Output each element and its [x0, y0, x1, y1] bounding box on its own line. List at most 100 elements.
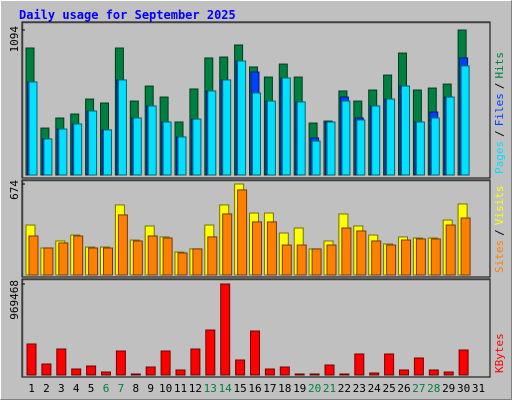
bar [115, 350, 126, 376]
bar [311, 248, 322, 276]
bar [339, 373, 350, 376]
x-tick-label: 12 [189, 382, 202, 395]
x-tick-label: 16 [248, 382, 261, 395]
x-tick-label: 18 [278, 382, 291, 395]
x-tick-label: 31 [472, 382, 485, 395]
bar [401, 85, 410, 176]
y-tick-label: 674 [8, 180, 21, 200]
bar [28, 81, 38, 176]
bar [443, 371, 454, 376]
bar [356, 119, 366, 176]
x-tick-label: 7 [118, 382, 125, 395]
bar [207, 90, 217, 176]
bar [326, 244, 337, 276]
bar [205, 329, 216, 376]
bar [101, 371, 111, 376]
bar [237, 60, 247, 176]
bar [311, 140, 321, 176]
panel-bevel [22, 180, 489, 276]
bar [252, 92, 261, 176]
bar [175, 369, 186, 376]
bar [386, 98, 396, 176]
x-tick-label: 10 [159, 382, 172, 395]
legend-entry: Sites [493, 240, 506, 273]
bar [41, 363, 52, 376]
bar [192, 248, 203, 276]
bar [160, 350, 171, 376]
x-tick-label: 26 [397, 382, 410, 395]
bar [428, 369, 439, 376]
x-tick-label: 9 [147, 382, 154, 395]
bar [222, 213, 233, 276]
bar [445, 96, 455, 176]
chart-title: Daily usage for September 2025 [19, 8, 236, 22]
panel-bevel [22, 279, 489, 376]
bar [341, 227, 352, 276]
x-tick-label: 29 [442, 382, 455, 395]
bar [235, 359, 246, 376]
bar [458, 349, 469, 376]
bar [192, 118, 202, 176]
bar [147, 235, 158, 276]
bar [177, 136, 187, 176]
bar [279, 366, 290, 376]
bar [371, 105, 381, 176]
legend-entry: Pages [493, 141, 506, 174]
bar [207, 236, 218, 276]
x-tick-label: 23 [353, 382, 366, 395]
bar [399, 369, 409, 376]
x-tick-label: 11 [174, 382, 187, 395]
bar [371, 240, 382, 276]
bar [145, 366, 156, 376]
y-tick-label: 969468 [8, 280, 21, 320]
bar [132, 240, 143, 276]
bar [326, 121, 336, 176]
legend-entry: Visits [493, 186, 506, 226]
bar [73, 235, 84, 276]
x-tick-label: 19 [293, 382, 306, 395]
x-tick-label: 1 [28, 382, 35, 395]
bar [266, 221, 277, 276]
bar [88, 247, 99, 276]
bar [384, 353, 395, 376]
x-tick-label: 20 [308, 382, 321, 395]
bar [430, 117, 440, 176]
bar [86, 365, 97, 376]
bar [177, 252, 188, 276]
legend-entry: Files [493, 93, 506, 126]
x-tick-label: 2 [43, 382, 50, 395]
bar [26, 343, 37, 376]
legend-separator: / [493, 130, 506, 137]
bar [341, 100, 351, 176]
x-tick-label: 6 [103, 382, 110, 395]
bar [147, 105, 157, 176]
bar [401, 239, 411, 276]
bar [56, 348, 67, 376]
legend-separator: / [493, 83, 506, 90]
bar [281, 77, 291, 176]
bar [386, 244, 397, 276]
bar [413, 357, 424, 376]
bar [324, 364, 335, 376]
bar [103, 129, 112, 176]
bar [220, 283, 231, 376]
legend-separator: / [493, 229, 506, 236]
bar [117, 79, 127, 176]
bar [88, 110, 98, 176]
x-tick-label: 3 [58, 382, 65, 395]
bar [415, 238, 426, 276]
bar [294, 373, 305, 376]
bar [266, 100, 276, 176]
bar [71, 368, 82, 376]
bar [356, 230, 367, 276]
x-tick-label: 15 [233, 382, 246, 395]
bar [460, 217, 471, 276]
legend-entry: KBytes [493, 333, 506, 373]
x-tick-label: 28 [427, 382, 440, 395]
bar [430, 238, 441, 276]
panel-bevel [22, 22, 489, 177]
bar [58, 242, 69, 276]
bar [190, 348, 201, 376]
legend: Sites / Visits [493, 186, 506, 274]
